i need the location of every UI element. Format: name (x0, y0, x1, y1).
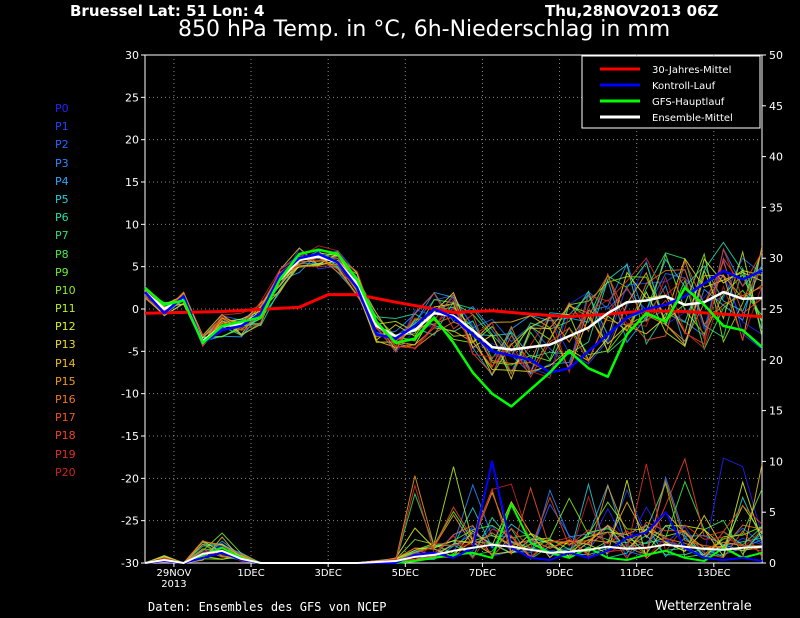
y-left-tick-label: -5 (128, 345, 139, 358)
ensemble-member-label: P17 (55, 411, 76, 425)
ensemble-member-label: P19 (55, 447, 76, 461)
legend-label: Ensemble-Mittel (652, 113, 733, 124)
ensemble-member-temp-line (144, 256, 763, 375)
ensemble-member-label: P12 (55, 320, 76, 334)
legend-label: GFS-Hauptlauf (652, 97, 725, 108)
y-right-tick-label: 10 (769, 455, 783, 468)
ensemble-member-label: P16 (55, 393, 76, 406)
y-left-tick-label: 10 (125, 218, 139, 231)
ensemble-member-label: P5 (55, 192, 69, 206)
y-right-tick-label: 5 (769, 506, 776, 519)
legend-label: 30-Jahres-Mittel (652, 65, 731, 76)
ensemble-member-label: P14 (55, 356, 76, 370)
y-right-tick-label: 25 (769, 303, 783, 316)
series-line-gfs-hauptlauf (144, 248, 763, 408)
ensemble-member-label: P2 (55, 138, 69, 152)
y-left-tick-label: 5 (132, 261, 139, 274)
brand-footer: Wetterzentrale (655, 599, 752, 614)
y-right-tick-label: 50 (769, 49, 783, 62)
x-tick-label: 11DEC (620, 568, 654, 579)
ensemble-member-label: P15 (55, 374, 76, 388)
x-tick-label: 5DEC (392, 568, 419, 579)
ensemble-member-label: P0 (55, 102, 69, 115)
y-right-tick-label: 40 (769, 151, 783, 164)
ensemble-member-label: P18 (55, 429, 76, 443)
y-right-tick-label: 20 (769, 354, 783, 367)
y-right-tick-label: 15 (769, 405, 783, 418)
y-left-tick-label: -20 (121, 472, 139, 485)
ensemble-member-precip-line (144, 464, 763, 564)
ensemble-member-label: P20 (55, 465, 76, 479)
series-line-niederschlag-ensemble-mittel (144, 543, 763, 564)
ensemble-member-label: P4 (55, 174, 69, 188)
y-right-tick-label: 30 (769, 252, 783, 265)
y-left-tick-label: -30 (121, 557, 139, 570)
x-tick-label: 7DEC (469, 568, 496, 579)
ensemble-member-label: P6 (55, 211, 69, 225)
y-right-tick-label: 0 (769, 557, 776, 570)
y-left-tick-label: 25 (125, 91, 139, 104)
y-right-tick-label: 45 (769, 100, 783, 113)
ensemble-member-list: P0 P1 P2 P3 P4 P5 P6 P7 P8 P9 P10 P11 P12 P13 P14 P15 P1… (55, 100, 115, 482)
series-line-kontroll-lauf (144, 252, 763, 374)
location-header: Bruessel Lat: 51 Lon: 4 (70, 2, 265, 20)
ensemble-member-label: P1 (55, 120, 69, 134)
y-right-tick-label: 35 (769, 201, 783, 214)
y-left-tick-label: -15 (121, 430, 139, 443)
x-tick-label: 29NOV (157, 568, 192, 579)
x-tick-label: 13DEC (697, 568, 731, 579)
y-left-tick-label: -25 (121, 515, 139, 528)
y-left-tick-label: 20 (125, 134, 139, 147)
ensemble-member-label: P8 (55, 247, 69, 261)
x-tick-label: 9DEC (546, 568, 573, 579)
ensemble-member-label: P9 (55, 265, 69, 279)
ensemble-member-precip-line (144, 457, 763, 564)
x-tick-label-year: 2013 (161, 579, 186, 590)
y-left-tick-label: 15 (125, 176, 139, 189)
ensemble-member-precip-line (144, 479, 763, 564)
ensemble-member-label: P10 (55, 283, 76, 297)
legend-label: Kontroll-Lauf (652, 81, 716, 92)
y-left-tick-label: 30 (125, 49, 139, 62)
data-source-footer: Daten: Ensembles des GFS von NCEP (148, 600, 387, 614)
chart-title: 850 hPa Temp. in °C, 6h-Niederschlag in … (178, 17, 671, 42)
ensemble-member-label: P13 (55, 338, 76, 352)
x-tick-label: 3DEC (314, 568, 341, 579)
y-left-tick-label: 0 (132, 303, 139, 316)
ensemble-member-label: P11 (55, 302, 76, 316)
ensemble-member-label: P7 (55, 229, 69, 243)
y-left-tick-label: -10 (121, 388, 139, 401)
x-tick-label: 1DEC (237, 568, 264, 579)
run-datetime: Thu,28NOV2013 06Z (545, 2, 719, 20)
ensemble-member-label: P3 (55, 156, 69, 170)
